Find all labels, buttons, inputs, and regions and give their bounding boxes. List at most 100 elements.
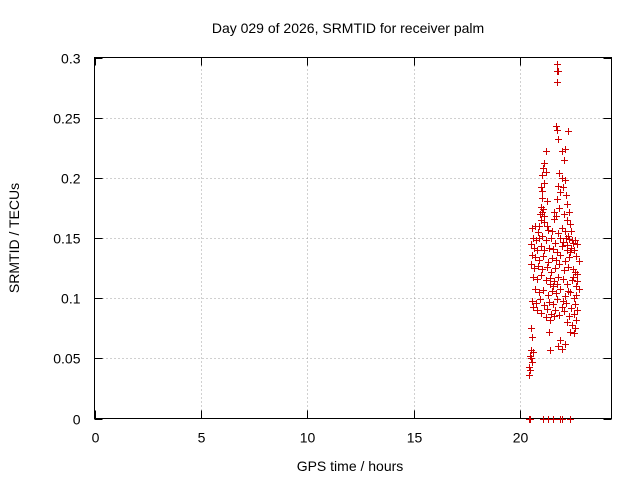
data-point: [547, 275, 554, 282]
data-point: [538, 310, 545, 317]
data-point: [569, 322, 576, 329]
data-point: [576, 258, 583, 265]
data-point: [529, 298, 536, 305]
data-point: [556, 205, 563, 212]
data-point: [566, 254, 573, 261]
data-point: [573, 253, 580, 260]
data-point: [572, 301, 579, 308]
data-point: [531, 265, 538, 272]
data-point: [534, 247, 541, 254]
data-point: [532, 254, 539, 261]
data-point: [540, 416, 547, 423]
data-point: [565, 264, 572, 271]
data-point: [571, 330, 578, 337]
data-point: [571, 247, 578, 254]
data-point: [546, 299, 553, 306]
data-point: [536, 289, 543, 296]
data-point: [574, 278, 581, 285]
data-point: [550, 283, 557, 290]
data-point: [567, 221, 574, 228]
data-point: [548, 269, 555, 276]
data-point: [560, 184, 567, 191]
data-point: [554, 127, 561, 134]
data-point: [555, 183, 562, 190]
data-point: [549, 255, 556, 262]
data-point: [563, 192, 570, 199]
data-point: [556, 312, 563, 319]
data-point: [564, 201, 571, 208]
data-point: [528, 355, 535, 362]
data-point: [551, 313, 558, 320]
data-point: [561, 157, 568, 164]
data-point: [555, 274, 562, 281]
data-point: [545, 227, 552, 234]
data-point: [543, 237, 550, 244]
data-point: [544, 198, 551, 205]
data-point: [544, 264, 551, 271]
data-point: [530, 274, 537, 281]
data-point: [564, 281, 571, 288]
data-point: [552, 307, 559, 314]
data-point: [568, 305, 575, 312]
data-point: [533, 300, 540, 307]
data-point: [559, 416, 566, 423]
y-axis-label: SRMTID / TECUs: [6, 183, 22, 293]
data-point: [557, 337, 564, 344]
data-point: [539, 172, 546, 179]
data-point: [549, 288, 556, 295]
data-point: [561, 267, 568, 274]
data-point: [546, 329, 553, 336]
data-point: [568, 228, 575, 235]
data-point: [562, 228, 569, 235]
data-point: [546, 245, 553, 252]
data-point: [553, 257, 560, 264]
data-point: [557, 189, 564, 196]
data-point: [553, 123, 560, 130]
data-point: [556, 261, 563, 268]
data-point: [547, 347, 554, 354]
data-point: [543, 169, 550, 176]
data-point: [554, 79, 561, 86]
data-point: [529, 359, 536, 366]
data-point: [554, 296, 561, 303]
data-point: [552, 240, 559, 247]
data-point: [557, 252, 564, 259]
data-point: [570, 240, 577, 247]
data-point: [567, 416, 574, 423]
x-tick-label: 15: [407, 430, 423, 446]
data-point: [534, 307, 541, 314]
data-point: [541, 160, 548, 167]
data-point: [543, 148, 550, 155]
data-point: [574, 307, 581, 314]
data-point: [559, 225, 566, 232]
data-point: [530, 349, 537, 356]
data-point: [532, 223, 539, 230]
data-point: [550, 301, 557, 308]
x-axis-label: GPS time / hours: [297, 458, 404, 474]
data-point: [563, 235, 570, 242]
axis-ticks: [94, 57, 612, 420]
data-point: [573, 283, 580, 290]
data-point: [564, 217, 571, 224]
data-point: [539, 266, 546, 273]
data-point: [566, 236, 573, 243]
data-point: [541, 302, 548, 309]
data-point: [557, 286, 564, 293]
data-point: [535, 263, 542, 270]
data-point: [527, 367, 534, 374]
data-point: [543, 277, 550, 284]
data-point: [561, 211, 568, 218]
data-point: [560, 276, 567, 283]
data-point: [571, 311, 578, 318]
data-point: [556, 170, 563, 177]
data-point: [573, 292, 580, 299]
tick-labels: 0 0.05 0.1 0.15 0.2 0.25 0.3 0 5 10 15 20: [53, 51, 528, 446]
data-point: [562, 293, 569, 300]
x-tick-label: 10: [300, 430, 316, 446]
data-point: [551, 216, 558, 223]
grid-lines: [94, 57, 612, 419]
data-point: [573, 317, 580, 324]
data-point: [551, 209, 558, 216]
data-point: [559, 304, 566, 311]
